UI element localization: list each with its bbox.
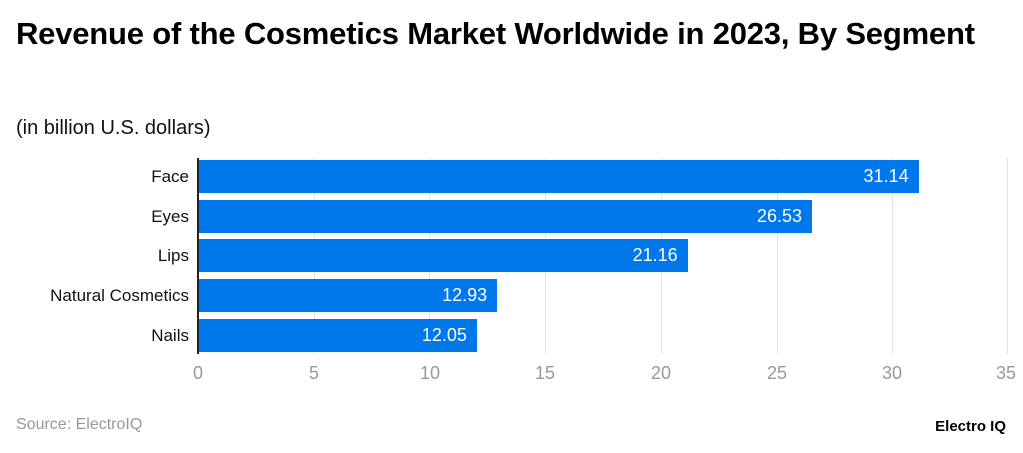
brand-logo: Electro IQ: [935, 418, 1006, 435]
category-label-lips: Lips: [157, 246, 189, 265]
bar-value-label: 21.16: [632, 245, 678, 265]
gridline: [1007, 158, 1008, 354]
bar-value-label: 12.05: [421, 325, 467, 345]
bar-value-label: 12.93: [442, 285, 488, 305]
chart-subtitle: (in billion U.S. dollars): [16, 117, 211, 139]
x-tick-label: 25: [766, 363, 788, 383]
source-note: Source: ElectroIQ: [16, 416, 143, 433]
bar-natural-cosmetics: 12.93: [198, 279, 498, 312]
category-label-eyes: Eyes: [151, 207, 189, 226]
gridline: [776, 158, 778, 354]
category-label-natural-cosmetics: Natural Cosmetics: [50, 286, 189, 305]
bar-value-label: 26.53: [756, 206, 802, 226]
chart-title: Revenue of the Cosmetics Market Worldwid…: [16, 16, 975, 51]
bar-value-label: 31.14: [863, 166, 909, 186]
x-tick-label: 20: [650, 363, 672, 383]
y-axis-line: [197, 158, 199, 354]
x-tick-label: 35: [995, 363, 1017, 383]
category-label-nails: Nails: [151, 326, 189, 345]
bar-face: 31.14: [198, 160, 919, 193]
plot-area: 31.14 26.53 21.16 12.93 12.05: [197, 158, 1008, 354]
category-label-face: Face: [151, 167, 189, 186]
x-tick-label: 5: [308, 363, 320, 383]
x-tick-label: 10: [419, 363, 441, 383]
bar-lips: 21.16: [198, 239, 688, 272]
gridline: [892, 158, 894, 354]
bar-eyes: 26.53: [198, 200, 812, 233]
bar-nails: 12.05: [198, 319, 477, 352]
x-tick-label: 15: [534, 363, 556, 383]
x-tick-label: 0: [192, 363, 204, 383]
x-tick-label: 30: [881, 363, 903, 383]
